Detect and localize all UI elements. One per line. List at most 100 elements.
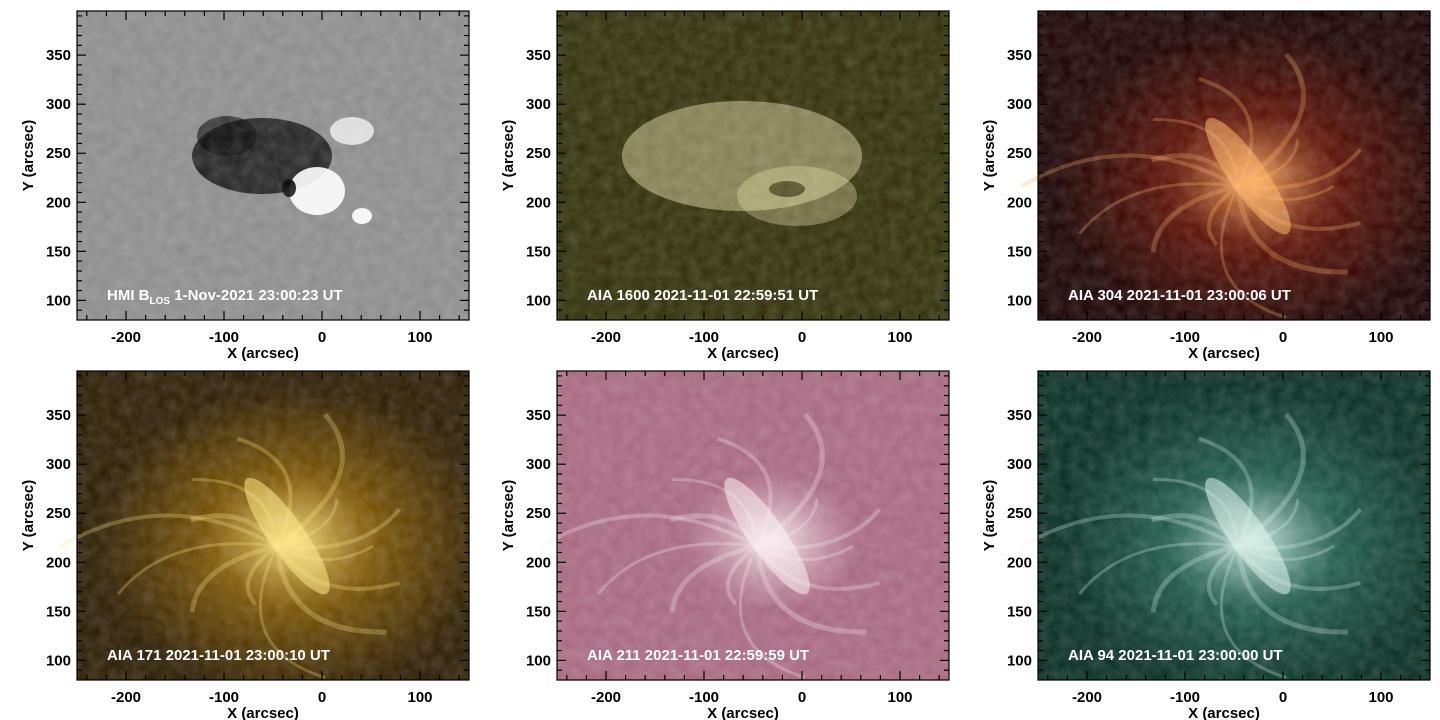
plot-frame [76, 10, 470, 321]
y-tick-label: 250 [1007, 145, 1032, 162]
plot-frame [1037, 10, 1431, 321]
y-tick-label: 100 [526, 652, 551, 669]
x-axis-title: X (arcsec) [1188, 705, 1260, 720]
panel-caption: AIA 304 2021-11-01 23:00:06 UT [1068, 287, 1291, 304]
plot-frame [556, 370, 950, 681]
x-tick-label: 0 [1279, 689, 1287, 706]
y-tick-label: 150 [526, 603, 551, 620]
y-axis-title: Y (arcsec) [500, 120, 517, 191]
plot-frame [556, 10, 950, 321]
y-tick-label: 300 [46, 456, 71, 473]
y-tick-label: 350 [46, 47, 71, 64]
image-content [539, 371, 949, 680]
y-tick-label: 250 [526, 145, 551, 162]
y-tick-label: 100 [46, 292, 71, 309]
x-axis-title: X (arcsec) [1188, 345, 1260, 362]
plot-frame [1037, 370, 1431, 681]
x-tick-label: 100 [407, 329, 432, 346]
y-tick-label: 350 [526, 407, 551, 424]
y-tick-label: 250 [1007, 505, 1032, 522]
y-axis-title: Y (arcsec) [20, 480, 37, 551]
y-tick-label: 200 [46, 554, 71, 571]
x-tick-label: -100 [1170, 329, 1200, 346]
image-content [77, 11, 469, 320]
panel-svg: -200 -100 0 100 100 150 200 250 300 350 X (arcsec)… [981, 10, 1431, 362]
panel-aia-171: -200 -100 0 100 100 150 200 250 300 350 X (arcsec)… [7, 370, 471, 720]
image-content [59, 371, 469, 680]
x-tick-label: 100 [887, 689, 912, 706]
panel-svg: -200 -100 0 100 100 150 200 250 300 350 X (arcsec)… [981, 370, 1431, 720]
panel-hmi-blos: -200 -100 0 100 100 150 200 250 300 350 X (arcsec)… [7, 10, 471, 362]
y-tick-label: 350 [46, 407, 71, 424]
x-tick-label: -200 [1072, 689, 1102, 706]
y-tick-label: 150 [526, 243, 551, 260]
panel-svg: -200 -100 0 100 100 150 200 250 300 350 X (arcsec)… [500, 10, 950, 362]
x-tick-label: 0 [798, 329, 806, 346]
y-tick-label: 250 [526, 505, 551, 522]
x-tick-label: 0 [318, 329, 326, 346]
y-tick-label: 200 [526, 194, 551, 211]
y-tick-label: 100 [1007, 652, 1032, 669]
image-content [557, 11, 949, 320]
plot-frame [76, 370, 470, 681]
panel-caption: AIA 1600 2021-11-01 22:59:51 UT [587, 287, 818, 304]
x-tick-label: -200 [1072, 329, 1102, 346]
y-axis-title: Y (arcsec) [981, 480, 998, 551]
x-tick-label: -100 [689, 329, 719, 346]
panel-aia-94: -200 -100 0 100 100 150 200 250 300 350 X (arcsec)… [968, 370, 1432, 720]
x-tick-label: -200 [591, 689, 621, 706]
y-tick-label: 100 [526, 292, 551, 309]
y-axis-title: Y (arcsec) [981, 120, 998, 191]
x-tick-label: 100 [1368, 689, 1393, 706]
x-tick-label: -100 [209, 689, 239, 706]
x-tick-label: -100 [689, 689, 719, 706]
x-tick-label: -200 [591, 329, 621, 346]
panel-aia-1600: -200 -100 0 100 100 150 200 250 300 350 X (arcsec)… [487, 10, 951, 362]
x-tick-label: 100 [407, 689, 432, 706]
panel-caption: AIA 211 2021-11-01 22:59:59 UT [587, 647, 809, 664]
image-content [1020, 11, 1430, 320]
y-tick-label: 150 [46, 603, 71, 620]
panel-caption: AIA 94 2021-11-01 23:00:00 UT [1068, 647, 1283, 664]
y-tick-label: 250 [46, 145, 71, 162]
x-axis-title: X (arcsec) [707, 705, 779, 720]
y-tick-label: 350 [526, 47, 551, 64]
x-tick-label: 100 [887, 329, 912, 346]
panel-aia-304: -200 -100 0 100 100 150 200 250 300 350 X (arcsec)… [968, 10, 1432, 362]
y-tick-label: 150 [1007, 603, 1032, 620]
y-tick-label: 100 [46, 652, 71, 669]
x-tick-label: 100 [1368, 329, 1393, 346]
y-tick-label: 200 [1007, 194, 1032, 211]
y-axis-title: Y (arcsec) [20, 120, 37, 191]
x-axis-title: X (arcsec) [227, 345, 299, 362]
panel-caption: AIA 171 2021-11-01 23:00:10 UT [107, 647, 330, 664]
panel-caption: HMI BLOS 1-Nov-2021 23:00:23 UT [107, 287, 343, 307]
x-tick-label: -200 [111, 689, 141, 706]
panel-svg: -200 -100 0 100 100 150 200 250 300 350 X (arcsec)… [500, 370, 950, 720]
y-tick-label: 200 [46, 194, 71, 211]
y-tick-label: 250 [46, 505, 71, 522]
panel-svg: -200 -100 0 100 100 150 200 250 300 350 X (arcsec)… [20, 10, 470, 362]
x-tick-label: 0 [798, 689, 806, 706]
x-tick-label: 0 [318, 689, 326, 706]
y-tick-label: 350 [1007, 407, 1032, 424]
y-axis-title: Y (arcsec) [500, 480, 517, 551]
image-content [1020, 371, 1430, 680]
x-axis-title: X (arcsec) [227, 705, 299, 720]
y-tick-label: 100 [1007, 292, 1032, 309]
y-tick-label: 150 [46, 243, 71, 260]
caption-prefix: HMI B [107, 287, 150, 304]
caption-suffix: 1-Nov-2021 23:00:23 UT [170, 287, 343, 304]
y-tick-label: 300 [1007, 96, 1032, 113]
caption-subscript: LOS [150, 296, 171, 307]
y-tick-label: 300 [526, 456, 551, 473]
x-axis-title: X (arcsec) [707, 345, 779, 362]
x-tick-label: -100 [1170, 689, 1200, 706]
y-tick-label: 300 [526, 96, 551, 113]
y-tick-label: 300 [1007, 456, 1032, 473]
y-tick-label: 150 [1007, 243, 1032, 260]
panel-svg: -200 -100 0 100 100 150 200 250 300 350 X (arcsec)… [20, 370, 470, 720]
y-tick-label: 350 [1007, 47, 1032, 64]
x-tick-label: 0 [1279, 329, 1287, 346]
panel-aia-211: -200 -100 0 100 100 150 200 250 300 350 X (arcsec)… [487, 370, 951, 720]
